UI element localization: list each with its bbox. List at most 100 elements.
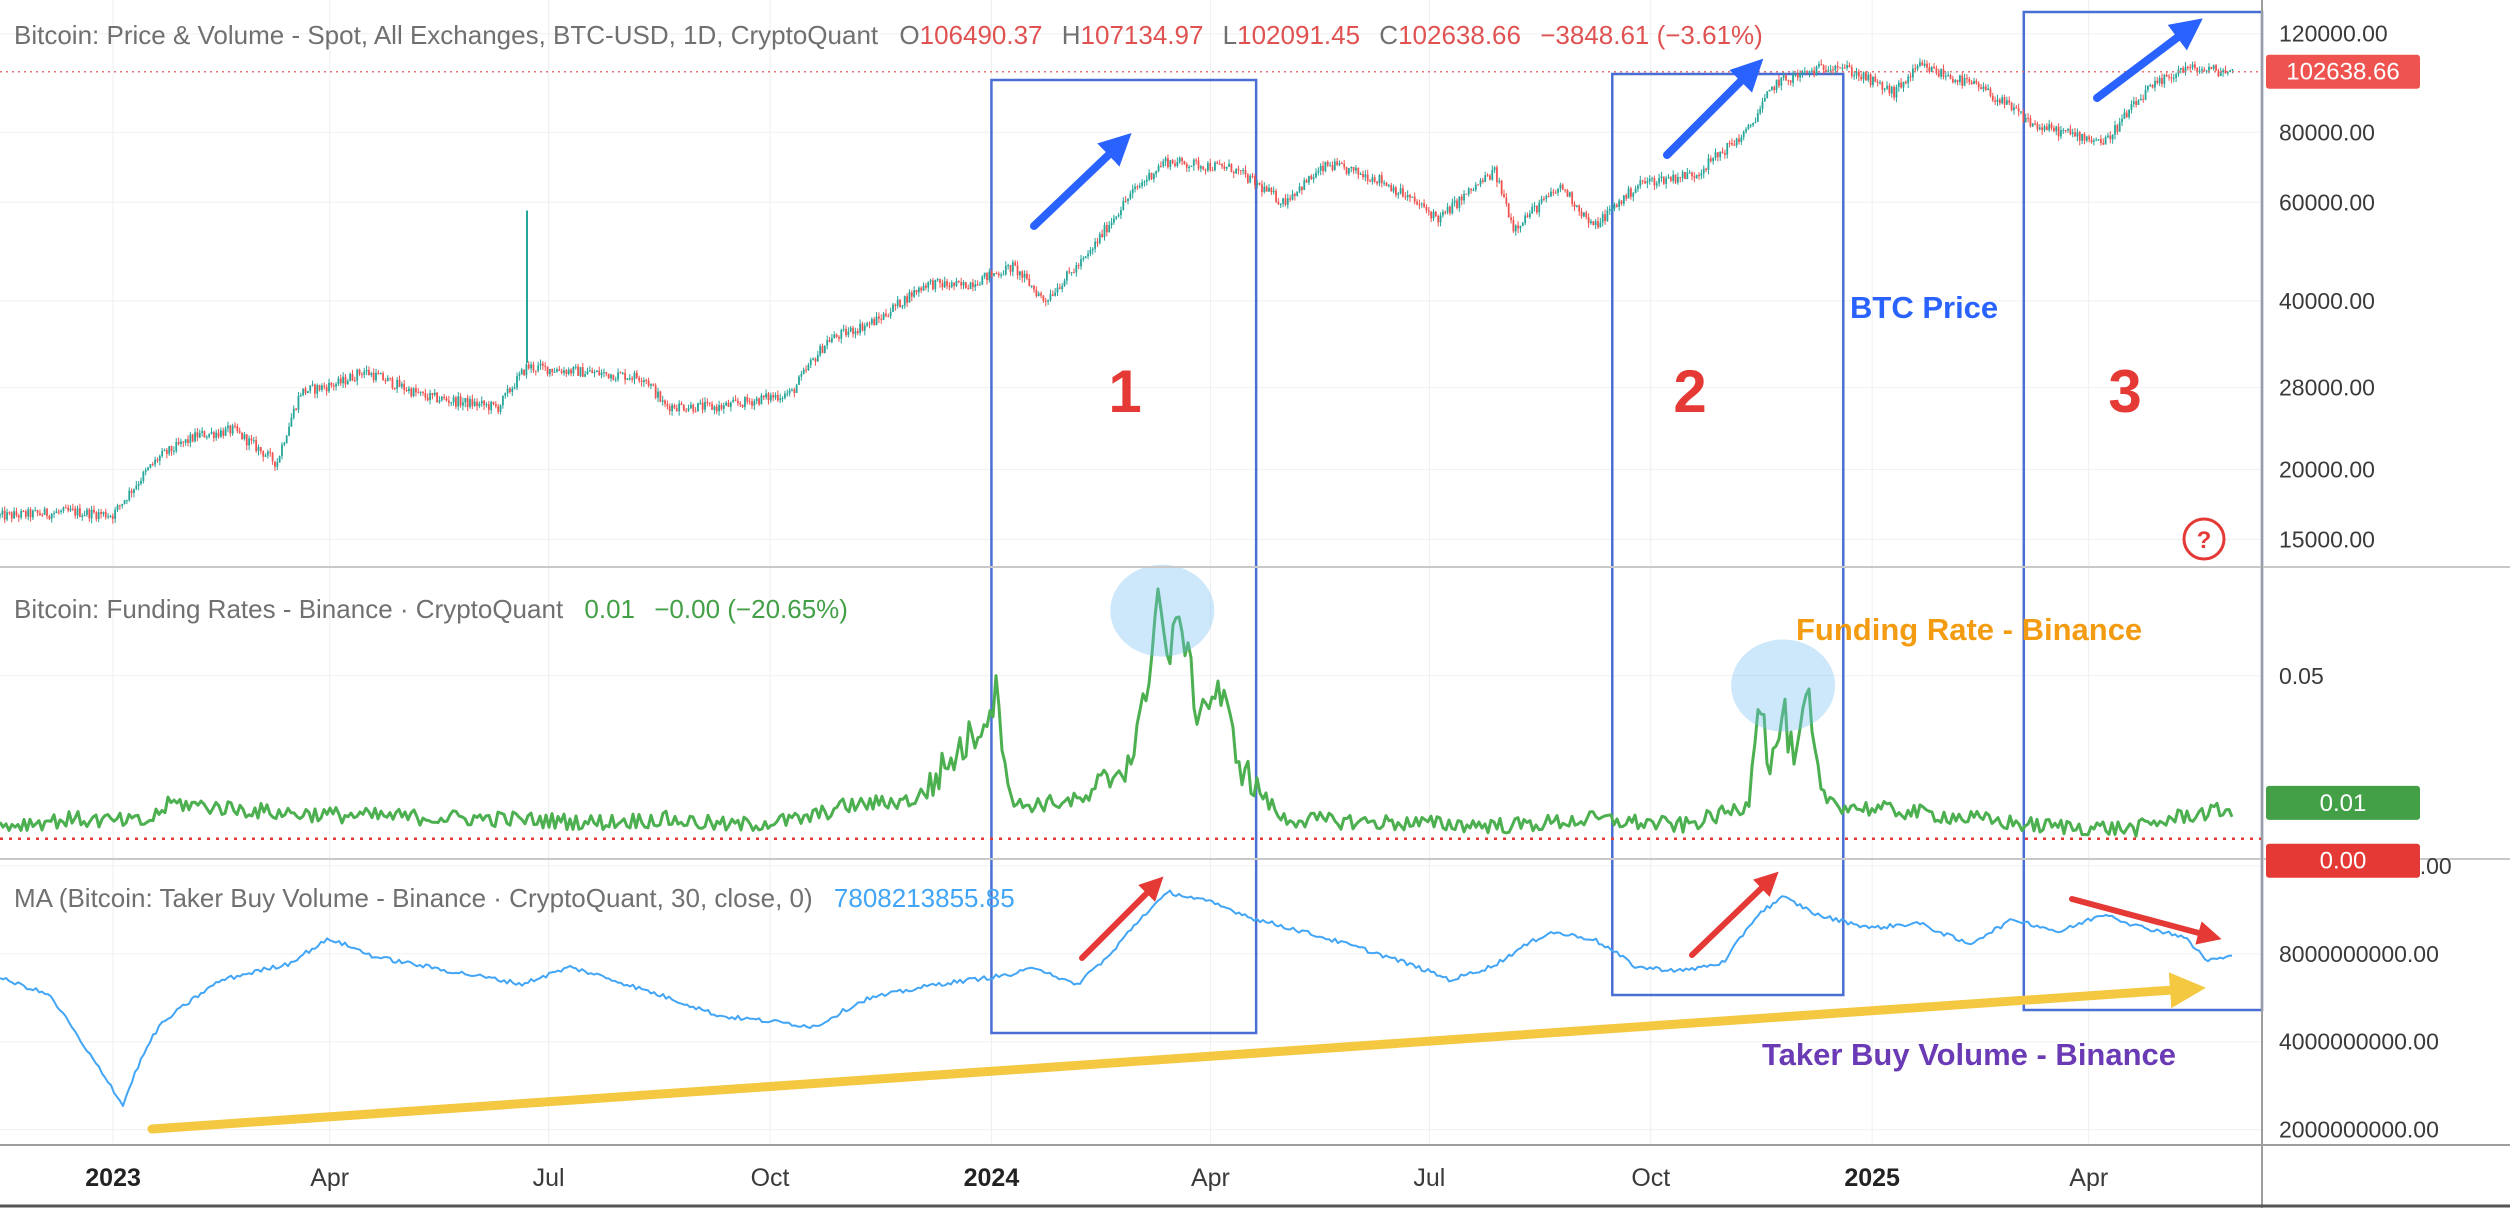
- price-candle: [1933, 63, 1935, 69]
- price-candle: [2179, 67, 2182, 74]
- candle-body: [1167, 158, 1169, 168]
- price-candle: [1848, 62, 1851, 68]
- candle-body: [2121, 118, 2123, 123]
- candle-body: [610, 374, 612, 379]
- price-candle: [2017, 103, 2020, 117]
- price-candle: [1608, 205, 1611, 215]
- low-value: 102091.45: [1237, 20, 1360, 50]
- price-candle: [2029, 114, 2032, 128]
- candle-body: [1695, 175, 1698, 178]
- candle-body: [1778, 79, 1780, 86]
- candle-body: [1277, 201, 1280, 205]
- candle-body: [574, 366, 577, 368]
- candle-body: [854, 331, 857, 335]
- candle-body: [1197, 160, 1200, 169]
- candle-body: [426, 397, 429, 401]
- price-candle: [1129, 190, 1132, 201]
- price-candle: [769, 392, 772, 403]
- price-candle: [88, 507, 91, 522]
- price-candle: [1634, 185, 1637, 194]
- price-candle: [1486, 173, 1489, 177]
- candle-body: [431, 393, 434, 396]
- price-candle: [1019, 271, 1021, 281]
- candle-body: [744, 397, 746, 408]
- candle-body: [504, 393, 507, 396]
- price-candle: [161, 447, 164, 458]
- candle-body: [525, 364, 528, 376]
- price-candle: [917, 286, 920, 297]
- price-candle: [1218, 159, 1221, 165]
- candle-body: [1442, 211, 1444, 216]
- price-tick-label: 15000.00: [2279, 526, 2375, 552]
- price-candle: [457, 391, 460, 411]
- candle-body: [1437, 216, 1440, 223]
- price-candle: [1312, 173, 1315, 184]
- candle-body: [1181, 157, 1183, 162]
- candle-body: [2231, 69, 2234, 71]
- price-candle: [222, 427, 225, 439]
- price-candle: [1286, 193, 1289, 209]
- candle-body: [532, 364, 535, 371]
- price-candle: [1890, 85, 1893, 98]
- price-candle: [1479, 177, 1482, 188]
- candle-body: [27, 509, 30, 517]
- price-candle: [1940, 68, 1942, 80]
- price-candle: [1162, 158, 1165, 168]
- candle-body: [1731, 143, 1733, 145]
- candle-body: [1841, 67, 1844, 69]
- price-candle: [168, 446, 171, 456]
- candle-body: [2172, 77, 2175, 79]
- price-candle: [1395, 185, 1397, 198]
- x-tick-label: Apr: [1191, 1164, 1230, 1192]
- price-candle: [1000, 272, 1002, 279]
- price-candle: [408, 386, 410, 394]
- price-candle: [302, 388, 305, 397]
- price-candle: [2081, 133, 2083, 145]
- candle-body: [363, 371, 366, 375]
- candle-body: [619, 372, 622, 374]
- candle-body: [55, 511, 58, 514]
- candle-body: [1465, 193, 1468, 195]
- price-candle: [953, 282, 955, 291]
- candle-body: [1190, 165, 1193, 168]
- price-candle: [943, 276, 946, 289]
- candle-body: [1954, 80, 1957, 83]
- candle-body: [1077, 265, 1080, 267]
- volume-tick-label: 4000000000.00: [2279, 1029, 2439, 1055]
- candle-body: [262, 451, 265, 457]
- candle-body: [1662, 176, 1665, 184]
- price-candle: [737, 397, 739, 407]
- candle-body: [1601, 214, 1604, 223]
- candle-body: [2071, 132, 2074, 134]
- price-candle: [1719, 151, 1722, 161]
- help-icon[interactable]: ?: [2182, 517, 2226, 561]
- candle-body: [882, 313, 885, 320]
- price-last-badge-bg: [2266, 54, 2420, 89]
- candle-body: [2057, 126, 2060, 137]
- price-candle: [1935, 65, 1938, 76]
- candle-body: [1007, 265, 1010, 267]
- candle-body: [2208, 66, 2210, 71]
- price-candle: [741, 404, 744, 409]
- candle-body: [1698, 175, 1700, 177]
- candle-body: [1082, 257, 1085, 260]
- candle-body: [440, 396, 443, 401]
- candle-body: [1124, 200, 1127, 202]
- price-candle: [1122, 197, 1125, 211]
- candle-body: [1411, 196, 1414, 198]
- price-candle: [1557, 188, 1559, 196]
- price-candle: [1167, 154, 1169, 169]
- candle-body: [1011, 262, 1014, 272]
- price-candle: [60, 509, 62, 515]
- price-candle: [755, 396, 758, 405]
- price-candle: [1096, 237, 1099, 247]
- candle-body: [1759, 108, 1762, 114]
- candle-body: [511, 388, 514, 392]
- candle-body: [2048, 124, 2051, 131]
- price-candle: [412, 387, 415, 398]
- candle-body: [81, 515, 84, 517]
- candle-body: [1221, 164, 1223, 167]
- candle-body: [1808, 70, 1811, 73]
- candle-body: [979, 284, 981, 286]
- highlight-box-label-2: 2: [1673, 358, 1706, 425]
